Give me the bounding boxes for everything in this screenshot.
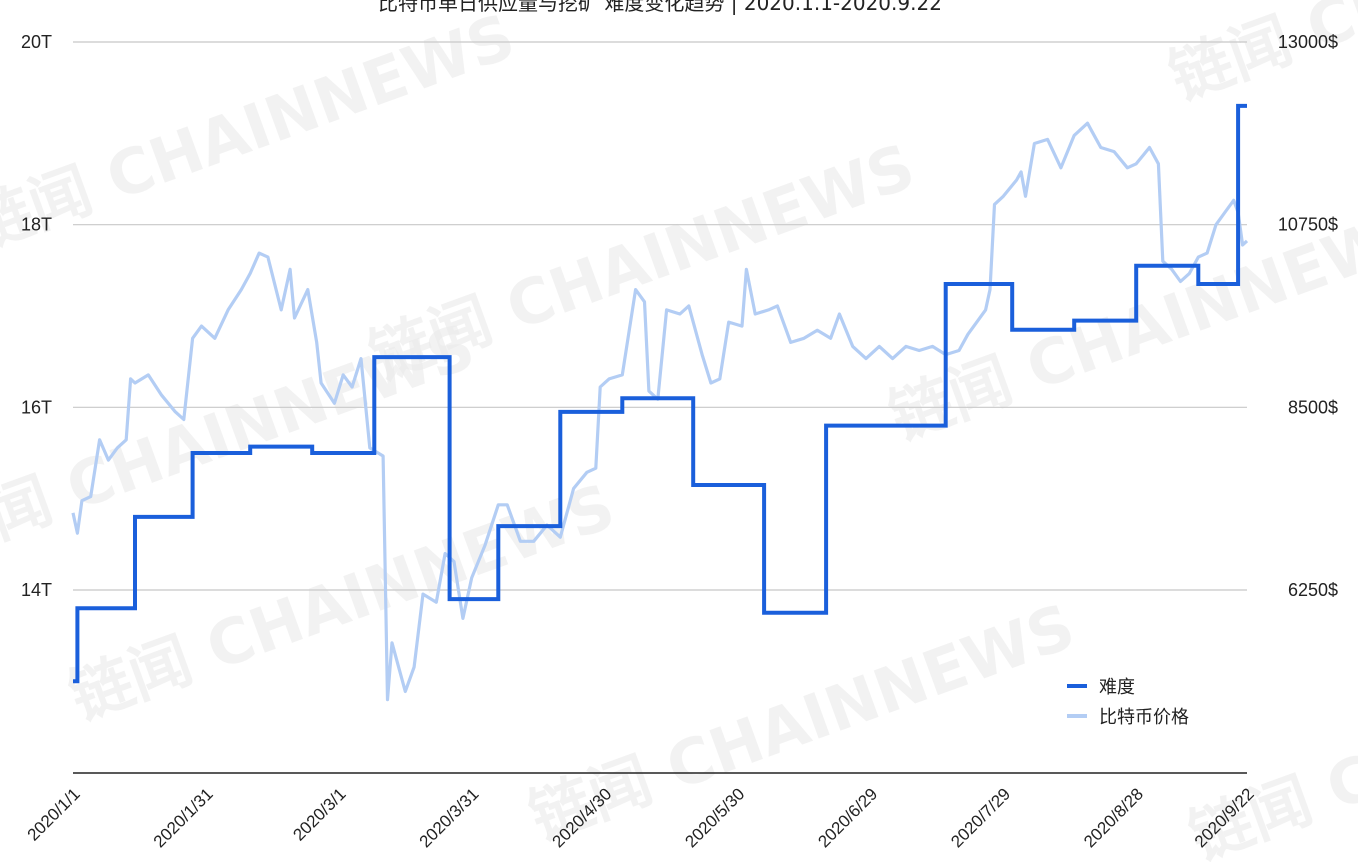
x-tick-label: 2020/8/28 xyxy=(1080,784,1147,851)
legend-label: 难度 xyxy=(1099,677,1135,698)
left-tick-label: 14T xyxy=(21,580,52,600)
series-line-price xyxy=(71,121,1249,702)
right-tick-label: 6250$ xyxy=(1288,580,1338,600)
series-layer xyxy=(71,103,1249,702)
right-axis-tick-labels: 6250$ 8500$ 10750$ 13000$ xyxy=(1278,32,1338,600)
x-tick-label: 2020/7/29 xyxy=(947,784,1014,851)
grid-lines xyxy=(73,41,1247,591)
legend-label: 比特币价格 xyxy=(1099,707,1189,728)
watermark-text: 链闻 CHAINNEWS xyxy=(520,589,1084,854)
x-tick-label: 2020/6/29 xyxy=(814,784,881,851)
x-tick-label: 2020/1/31 xyxy=(150,784,217,851)
watermark-text: 链闻 CHAINNEWS xyxy=(0,309,484,574)
left-axis-tick-labels: 14T 16T 18T 20T xyxy=(21,32,52,600)
right-tick-label: 8500$ xyxy=(1288,397,1338,417)
x-tick-label: 2020/3/1 xyxy=(289,784,349,844)
left-tick-label: 20T xyxy=(21,32,52,52)
watermark-text: 链闻 CHAINNEWS xyxy=(60,469,624,734)
x-tick-label: 2020/3/31 xyxy=(416,784,483,851)
series-line-difficulty xyxy=(73,103,1247,684)
watermark-text: 链闻 CHAINNEWS xyxy=(1160,0,1358,114)
right-tick-label: 10750$ xyxy=(1278,215,1338,235)
left-tick-label: 18T xyxy=(21,215,52,235)
right-tick-label: 13000$ xyxy=(1278,32,1338,52)
chart-title: 比特币单日供应量与挖矿 难度变化趋势 | 2020.1.1-2020.9.22 xyxy=(378,0,942,15)
x-tick-label: 2020/1/1 xyxy=(24,784,84,844)
left-tick-label: 16T xyxy=(21,397,52,417)
